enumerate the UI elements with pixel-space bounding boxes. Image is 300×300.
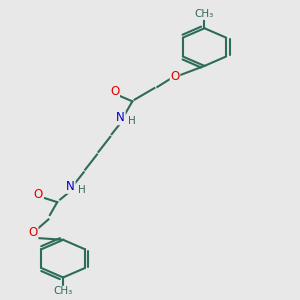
Text: H: H [128,116,135,126]
Text: N: N [116,112,125,124]
Text: O: O [34,188,43,201]
Text: H: H [77,184,85,194]
Text: O: O [28,226,38,239]
Text: N: N [66,180,75,193]
Text: CH₃: CH₃ [53,286,73,296]
Text: CH₃: CH₃ [195,9,214,19]
Text: O: O [170,70,180,83]
Text: O: O [110,85,119,98]
